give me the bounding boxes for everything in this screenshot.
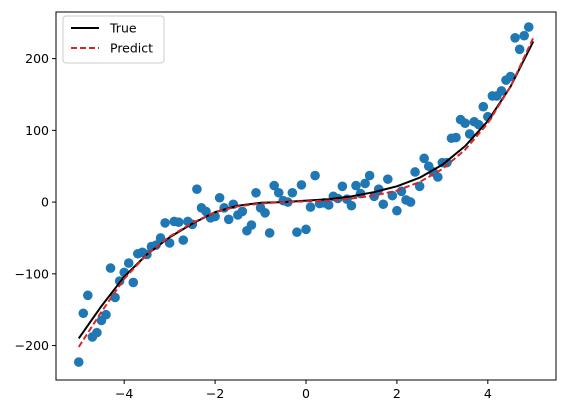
scatter-point: [110, 292, 120, 303]
x-tick-label: 4: [484, 386, 492, 401]
scatter-point: [510, 33, 520, 43]
x-tick-label: 2: [393, 386, 401, 401]
scatter-point: [173, 217, 184, 227]
scatter-point: [192, 184, 202, 194]
scatter-point: [478, 101, 489, 112]
scatter-point: [351, 180, 361, 191]
y-tick-label: 0: [41, 195, 49, 210]
scatter-point: [214, 192, 225, 203]
scatter-point: [101, 309, 111, 320]
scatter-point: [287, 187, 298, 198]
scatter-point: [273, 187, 284, 198]
scatter-point: [164, 238, 175, 248]
scatter-point: [296, 180, 307, 190]
scatter-point: [410, 167, 420, 177]
x-axis-ticks: −4 −2 0 2 4: [115, 380, 492, 401]
scatter-point: [260, 208, 270, 218]
x-tick-label: −4: [115, 386, 133, 401]
y-tick-label: −200: [15, 338, 49, 353]
scatter-point: [292, 227, 302, 238]
scatter-point: [523, 22, 534, 32]
scatter-point: [383, 174, 393, 184]
scatter-point: [505, 71, 516, 82]
line-layer: [77, 37, 535, 348]
scatter-point: [346, 200, 357, 211]
scatter-point: [151, 240, 161, 250]
legend-label-true: True: [109, 21, 137, 36]
scatter-point: [310, 170, 320, 181]
scatter-point: [305, 202, 316, 212]
scatter-point: [360, 178, 370, 189]
x-tick-label: −2: [206, 386, 224, 401]
legend-label-predict: Predict: [110, 41, 153, 56]
scatter-point: [73, 357, 84, 367]
scatter-point: [92, 327, 102, 338]
scatter-point: [451, 132, 461, 143]
y-tick-label: 100: [25, 123, 49, 138]
scatter-point: [392, 205, 402, 216]
scatter-point: [237, 206, 248, 217]
y-tick-label: 200: [25, 51, 49, 66]
scatter-point: [364, 170, 375, 181]
scatter-point: [405, 197, 416, 207]
scatter-point: [337, 181, 348, 192]
scatter-point: [433, 172, 443, 182]
scatter-point: [464, 129, 475, 139]
scatter-point: [323, 200, 334, 210]
x-tick-label: 0: [302, 386, 310, 401]
scatter-point: [419, 153, 429, 164]
scatter-point: [155, 233, 166, 243]
y-tick-label: −100: [15, 266, 49, 281]
scatter-point: [83, 290, 93, 301]
scatter-point: [223, 214, 234, 225]
scatter-point: [251, 187, 261, 198]
scatter-point: [105, 263, 116, 273]
plot-area: [56, 12, 556, 380]
scatter-point: [246, 220, 257, 230]
scatter-point: [128, 277, 139, 288]
scatter-point: [514, 44, 525, 55]
scatter-point: [123, 258, 134, 268]
line-true: [77, 40, 535, 339]
scatter-point: [301, 224, 311, 235]
legend: True Predict: [62, 15, 165, 64]
scatter-point: [264, 228, 275, 238]
scatter-point: [519, 30, 529, 41]
y-axis-ticks: −200 −100 0 100 200: [15, 51, 56, 353]
scatter-point: [160, 218, 170, 228]
scatter-point: [378, 199, 389, 210]
scatter-point: [269, 180, 279, 191]
scatter-point: [460, 118, 470, 128]
scatter-point: [78, 308, 89, 319]
scatter-point: [178, 235, 189, 245]
scatter-layer: [73, 22, 534, 367]
scatter-point: [387, 190, 398, 201]
scatter-point: [496, 86, 507, 96]
